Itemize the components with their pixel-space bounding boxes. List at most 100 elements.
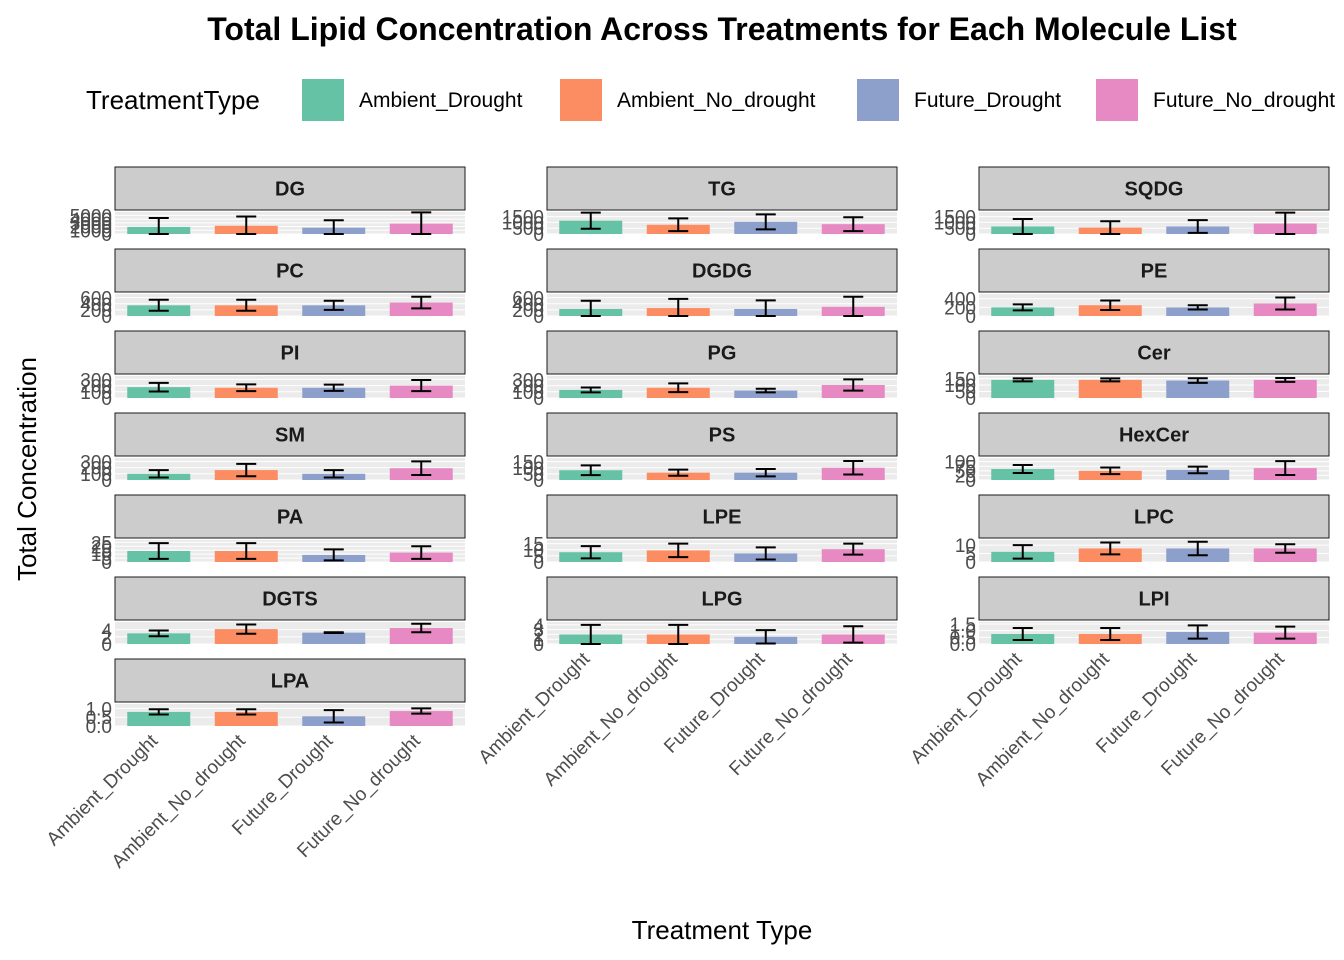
error-bar-lpi-future-no-drought bbox=[1275, 625, 1296, 640]
error-bar-lpa-future-drought bbox=[323, 709, 344, 724]
legend-key-future-drought bbox=[857, 79, 899, 121]
y-tick-label: 600 bbox=[512, 289, 544, 310]
strip-tg bbox=[546, 166, 898, 211]
plot-area-dgts bbox=[115, 622, 465, 644]
y-tick-label: 15 bbox=[523, 535, 544, 556]
y-tick-label: 150 bbox=[944, 370, 976, 391]
bar-dgts-ambient-no-drought bbox=[214, 629, 278, 644]
y-axis-title: Total Concentration bbox=[12, 357, 42, 581]
strip-pi bbox=[114, 330, 466, 375]
y-tick-label: 2000 bbox=[70, 218, 112, 239]
y-tick-label: 0 bbox=[965, 225, 976, 246]
error-bar-dgdg-ambient-drought bbox=[580, 299, 601, 317]
y-tick-label: 0 bbox=[965, 553, 976, 574]
y-tick-label: 0 bbox=[965, 307, 976, 328]
error-bar-pe-future-no-drought bbox=[1275, 296, 1296, 311]
y-tick-label: 20 bbox=[91, 537, 112, 558]
y-tick-label: 0.0 bbox=[86, 717, 112, 738]
strip-label-lpc: LPC bbox=[1134, 507, 1174, 529]
y-tick-label: 10 bbox=[523, 541, 544, 562]
error-bar-dgts-ambient-drought bbox=[148, 629, 169, 638]
strip-dg bbox=[114, 166, 466, 211]
y-tick-label: 1000 bbox=[70, 221, 112, 242]
bar-cer-ambient-drought bbox=[991, 379, 1055, 398]
y-tick-label: 0 bbox=[965, 471, 976, 492]
y-tick-label: 0 bbox=[101, 307, 112, 328]
plot-area-cer bbox=[979, 376, 1329, 398]
bar-hexcer-ambient-drought bbox=[991, 469, 1055, 480]
y-tick-label: 0 bbox=[533, 471, 544, 492]
y-tick-label: 1.5 bbox=[950, 615, 976, 636]
error-bar-lpe-future-drought bbox=[755, 546, 776, 561]
y-tick-label: 0 bbox=[101, 225, 112, 246]
error-bar-pc-future-no-drought bbox=[411, 295, 432, 310]
plot-area-lpi bbox=[979, 622, 1329, 644]
error-bar-dgdg-future-drought bbox=[755, 299, 776, 317]
strip-label-dgdg: DGDG bbox=[692, 261, 752, 283]
strip-label-pa: PA bbox=[277, 507, 303, 529]
plot-area-pg bbox=[547, 376, 897, 398]
strip-label-dg: DG bbox=[275, 179, 305, 201]
y-tick-label: 5000 bbox=[70, 206, 112, 227]
error-bar-pc-future-drought bbox=[323, 299, 344, 311]
y-tick-label: 0 bbox=[101, 635, 112, 656]
error-bar-dgts-future-no-drought bbox=[411, 622, 432, 634]
y-tick-label: 200 bbox=[80, 377, 112, 398]
strip-pa bbox=[114, 494, 466, 539]
y-tick-label: 0 bbox=[533, 553, 544, 574]
strip-label-tg: TG bbox=[708, 179, 736, 201]
error-bar-lpi-ambient-drought bbox=[1012, 627, 1033, 641]
error-bar-lpg-ambient-drought bbox=[580, 623, 601, 645]
y-tick-label: 15 bbox=[91, 541, 112, 562]
error-bar-tg-ambient-no-drought bbox=[668, 217, 689, 233]
error-bar-hexcer-future-drought bbox=[1187, 465, 1208, 475]
x-axis-title: Treatment Type bbox=[632, 915, 813, 945]
y-tick-label: 3000 bbox=[70, 214, 112, 235]
strip-pc bbox=[114, 248, 466, 293]
plot-area-lpe bbox=[547, 540, 897, 562]
bar-cer-future-drought bbox=[1166, 380, 1230, 398]
error-bar-lpi-ambient-no-drought bbox=[1100, 627, 1121, 641]
y-tick-label: 200 bbox=[512, 301, 544, 322]
plot-area-ps bbox=[547, 458, 897, 480]
error-bar-cer-future-no-drought bbox=[1275, 376, 1296, 383]
strip-dgts bbox=[114, 576, 466, 621]
y-tick-label: 50 bbox=[955, 383, 976, 404]
bar-pe-ambient-drought bbox=[991, 307, 1055, 316]
strip-label-lpe: LPE bbox=[703, 507, 742, 529]
y-tick-label: 25 bbox=[91, 533, 112, 554]
error-bar-dgts-ambient-no-drought bbox=[236, 623, 257, 635]
legend-title: TreatmentType bbox=[86, 85, 260, 115]
y-tick-label: 25 bbox=[955, 466, 976, 487]
y-tick-label: 5 bbox=[965, 545, 976, 566]
y-tick-label: 0 bbox=[533, 307, 544, 328]
bar-lpa-ambient-drought bbox=[127, 711, 191, 726]
y-tick-label: 2 bbox=[101, 628, 112, 649]
y-tick-label: 100 bbox=[512, 459, 544, 480]
error-bar-dg-future-drought bbox=[323, 219, 344, 235]
strip-lpe bbox=[546, 494, 898, 539]
error-bar-dgdg-future-no-drought bbox=[843, 295, 864, 317]
error-bar-lpe-future-no-drought bbox=[843, 542, 864, 556]
y-tick-label: 1500 bbox=[502, 208, 544, 229]
error-bar-pe-ambient-no-drought bbox=[1100, 299, 1121, 311]
panel-lpi: LPI 0.00.51.01.5 bbox=[950, 576, 1330, 656]
y-tick-label: 0.5 bbox=[950, 628, 976, 649]
plot-area-hexcer bbox=[979, 458, 1329, 480]
bar-pg-future-drought bbox=[734, 390, 798, 398]
error-bar-lpc-future-drought bbox=[1187, 540, 1208, 557]
strip-label-ps: PS bbox=[709, 425, 736, 447]
plot-area-lpg bbox=[547, 622, 897, 644]
y-tick-label: 500 bbox=[944, 219, 976, 240]
error-bar-ps-ambient-drought bbox=[580, 464, 601, 477]
legend-key-ambient-drought bbox=[302, 79, 344, 121]
plot-area-sm bbox=[115, 458, 465, 480]
bar-dgts-future-drought bbox=[302, 632, 366, 644]
error-bar-pi-future-drought bbox=[323, 383, 344, 392]
